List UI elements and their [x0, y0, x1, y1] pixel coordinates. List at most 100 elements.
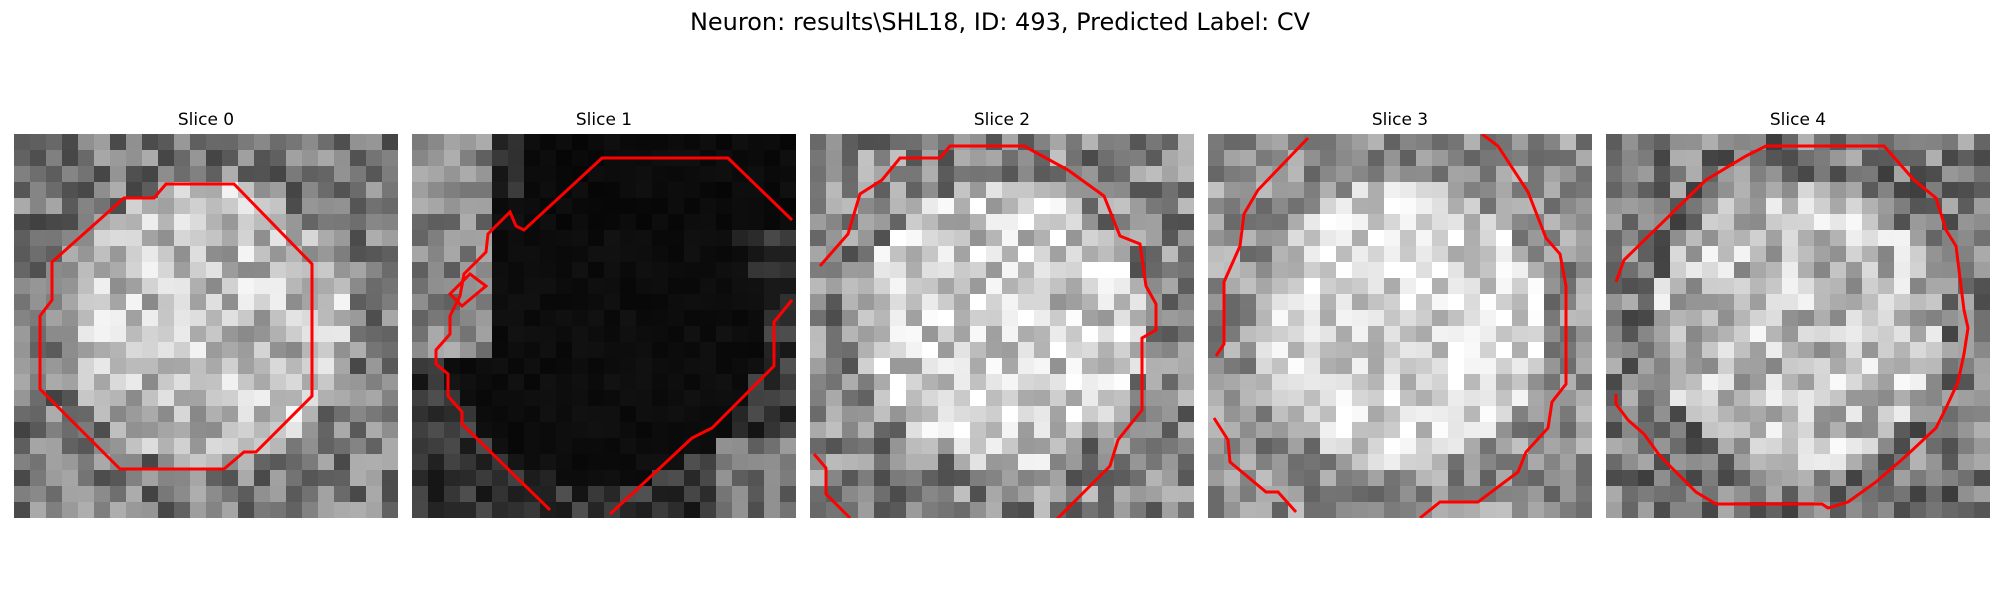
image-pixel — [810, 262, 827, 279]
image-pixel — [94, 438, 111, 455]
image-pixel — [1702, 470, 1719, 487]
image-pixel — [890, 406, 907, 423]
image-pixel — [1606, 230, 1623, 247]
image-pixel — [1734, 486, 1751, 503]
image-pixel — [636, 502, 653, 518]
image-pixel — [1066, 438, 1083, 455]
image-pixel — [716, 454, 733, 471]
image-pixel — [1114, 182, 1131, 199]
image-pixel — [748, 166, 765, 183]
image-pixel — [1098, 214, 1115, 231]
image-pixel — [572, 182, 589, 199]
image-pixel — [1798, 182, 1815, 199]
contour-line — [608, 299, 794, 516]
image-pixel — [1814, 278, 1831, 295]
image-pixel — [810, 134, 827, 151]
image-pixel — [78, 390, 95, 407]
image-pixel — [668, 342, 685, 359]
image-pixel — [1654, 134, 1671, 151]
image-pixel — [350, 374, 367, 391]
image-pixel — [270, 502, 287, 518]
image-pixel — [858, 278, 875, 295]
image-pixel — [142, 390, 159, 407]
image-pixel — [588, 454, 605, 471]
image-pixel — [1114, 326, 1131, 343]
image-pixel — [764, 294, 781, 311]
image-pixel — [1256, 342, 1273, 359]
image-pixel — [254, 230, 271, 247]
image-pixel — [1862, 246, 1879, 263]
image-pixel — [1894, 294, 1911, 311]
image-pixel — [780, 390, 796, 407]
image-pixel — [1544, 358, 1561, 375]
image-pixel — [1560, 134, 1577, 151]
image-pixel — [1146, 422, 1163, 439]
image-pixel — [1082, 230, 1099, 247]
image-pixel — [126, 390, 143, 407]
image-pixel — [1304, 246, 1321, 263]
image-pixel — [1002, 294, 1019, 311]
image-pixel — [1926, 438, 1943, 455]
image-pixel — [716, 486, 733, 503]
image-pixel — [1178, 486, 1194, 503]
image-pixel — [1352, 310, 1369, 327]
image-pixel — [476, 166, 493, 183]
image-pixel — [1560, 150, 1577, 167]
image-pixel — [970, 246, 987, 263]
image-pixel — [906, 246, 923, 263]
image-pixel — [842, 342, 859, 359]
image-pixel — [110, 502, 127, 518]
image-pixel — [286, 198, 303, 215]
image-pixel — [1766, 406, 1783, 423]
image-pixel — [508, 358, 525, 375]
image-pixel — [524, 470, 541, 487]
image-pixel — [318, 422, 335, 439]
image-pixel — [764, 326, 781, 343]
image-pixel — [1622, 198, 1639, 215]
image-pixel — [1496, 406, 1513, 423]
image-pixel — [906, 454, 923, 471]
image-pixel — [826, 486, 843, 503]
image-pixel — [668, 134, 685, 151]
image-pixel — [1814, 134, 1831, 151]
contour-line — [1614, 144, 1970, 510]
image-pixel — [110, 358, 127, 375]
image-pixel — [668, 262, 685, 279]
image-pixel — [780, 134, 796, 151]
image-pixel — [1208, 326, 1225, 343]
image-pixel — [652, 310, 669, 327]
image-pixel — [1686, 422, 1703, 439]
image-pixel — [1910, 454, 1927, 471]
image-pixel — [1782, 262, 1799, 279]
image-pixel — [604, 486, 621, 503]
image-pixel — [1464, 486, 1481, 503]
image-pixel — [1050, 422, 1067, 439]
image-pixel — [1098, 182, 1115, 199]
image-pixel — [764, 278, 781, 295]
image-pixel — [1862, 342, 1879, 359]
image-pixel — [1622, 390, 1639, 407]
image-pixel — [1208, 294, 1225, 311]
image-pixel — [460, 134, 477, 151]
image-pixel — [1464, 150, 1481, 167]
image-pixel — [334, 310, 351, 327]
image-pixel — [30, 326, 47, 343]
image-pixel — [460, 454, 477, 471]
image-pixel — [1670, 246, 1687, 263]
image-pixel — [206, 182, 223, 199]
image-pixel — [126, 470, 143, 487]
image-pixel — [1622, 230, 1639, 247]
image-pixel — [1384, 150, 1401, 167]
image-pixel — [94, 198, 111, 215]
image-pixel — [1256, 262, 1273, 279]
image-pixel — [970, 470, 987, 487]
image-pixel — [1002, 374, 1019, 391]
image-pixel — [508, 294, 525, 311]
image-pixel — [492, 278, 509, 295]
image-pixel — [94, 342, 111, 359]
image-pixel — [174, 134, 191, 151]
image-pixel — [190, 134, 207, 151]
image-pixel — [286, 134, 303, 151]
image-pixel — [222, 262, 239, 279]
image-pixel — [938, 502, 955, 518]
